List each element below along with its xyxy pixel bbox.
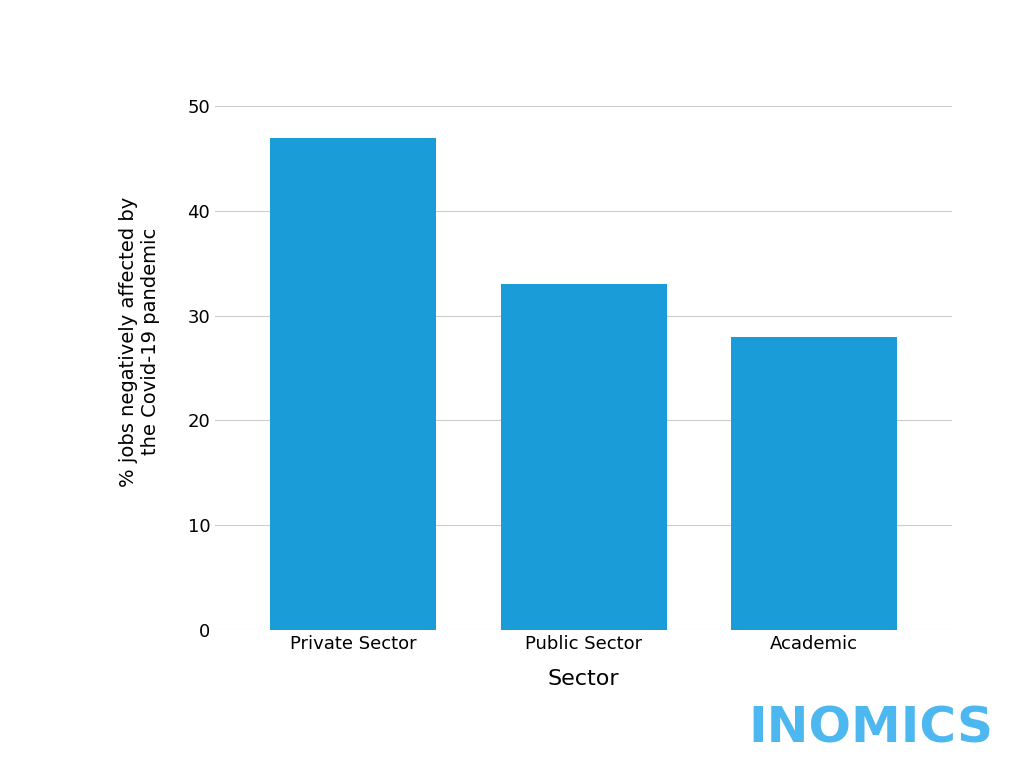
Text: INOMICS: INOMICS — [749, 705, 993, 753]
Bar — [270, 137, 436, 630]
Y-axis label: % jobs negatively affected by
the Covid-19 pandemic: % jobs negatively affected by the Covid-… — [119, 197, 160, 487]
Bar — [501, 284, 667, 630]
Bar — [731, 336, 897, 630]
X-axis label: Sector: Sector — [548, 669, 620, 690]
